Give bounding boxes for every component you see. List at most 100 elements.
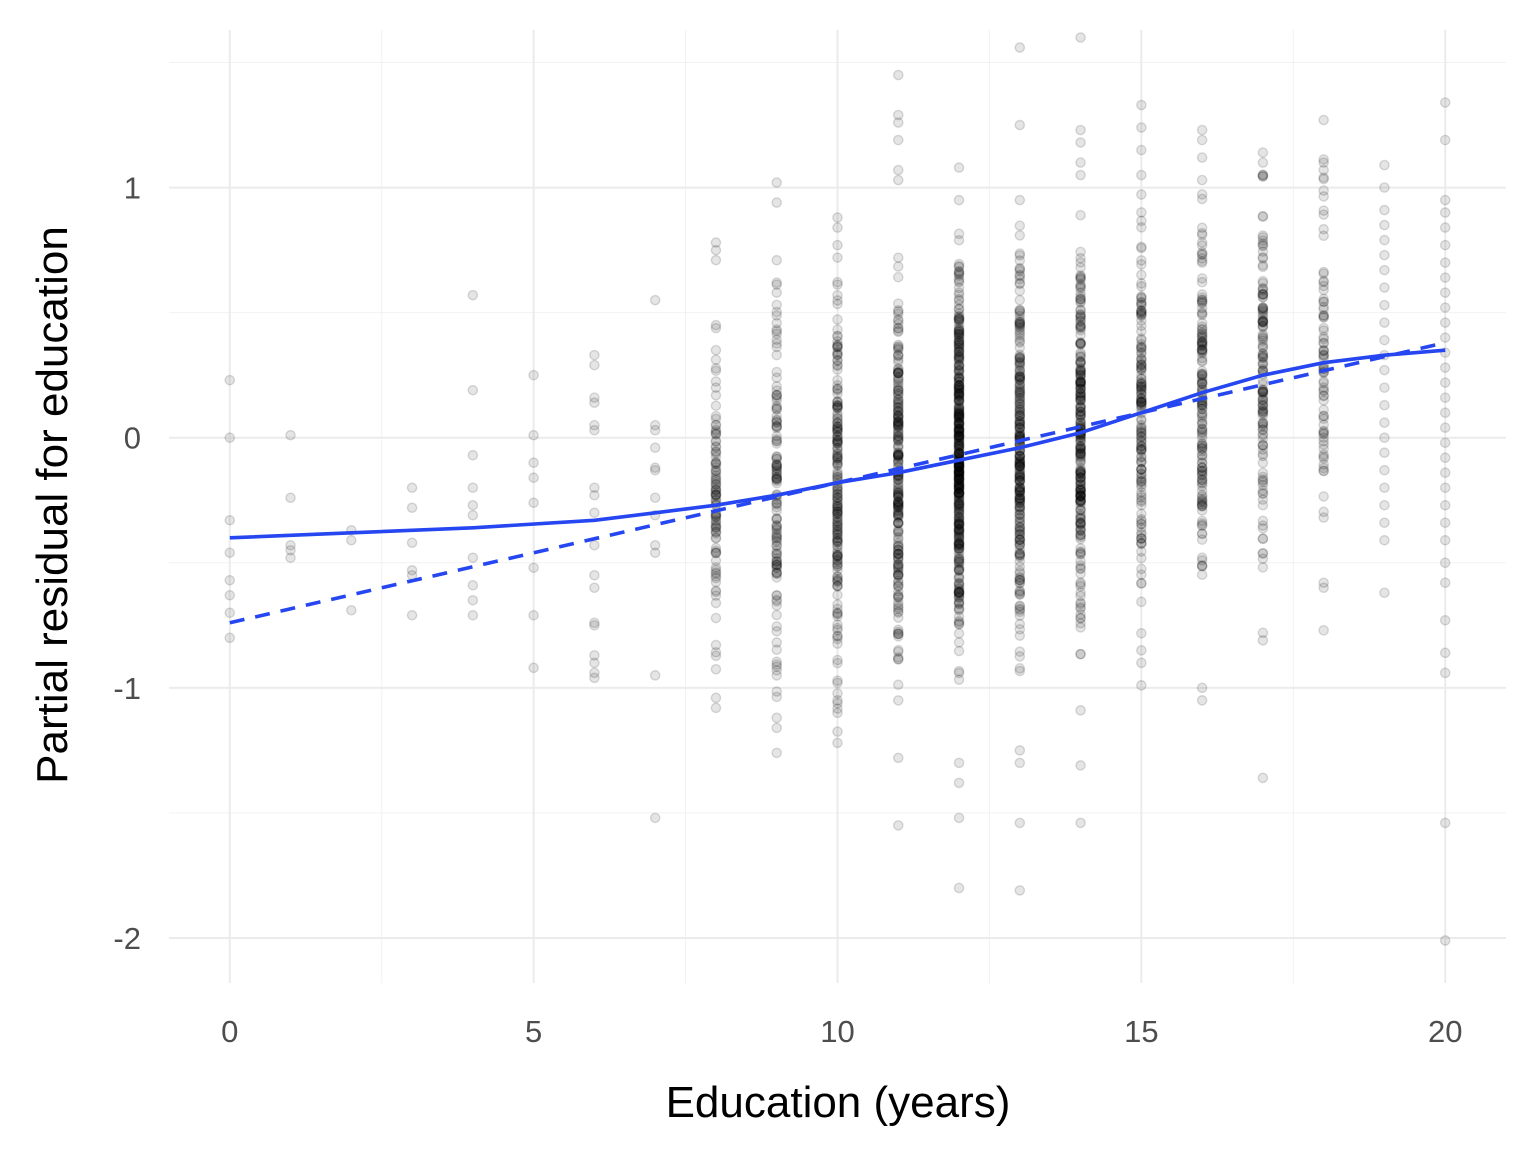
data-point xyxy=(771,661,783,673)
data-point xyxy=(1136,144,1147,156)
data-point xyxy=(832,331,843,342)
data-point xyxy=(710,254,722,266)
data-point xyxy=(892,323,904,334)
data-point xyxy=(771,552,783,564)
data-point xyxy=(892,562,904,574)
data-point xyxy=(285,552,296,564)
data-point xyxy=(771,540,783,552)
data-point xyxy=(832,534,843,546)
data-point xyxy=(771,466,783,477)
data-point xyxy=(589,482,600,494)
data-point xyxy=(771,512,783,524)
data-point xyxy=(892,322,904,334)
data-point xyxy=(771,549,783,561)
data-point xyxy=(892,164,904,176)
data-point xyxy=(1196,152,1208,163)
data-point xyxy=(1318,435,1329,447)
data-point xyxy=(1257,384,1269,396)
data-point xyxy=(892,612,904,623)
data-point xyxy=(892,442,904,454)
data-point xyxy=(892,478,904,489)
data-point xyxy=(771,438,783,449)
data-point xyxy=(771,420,783,432)
data-point xyxy=(892,487,904,499)
data-point xyxy=(710,526,722,538)
data-point xyxy=(771,559,783,571)
data-point xyxy=(589,672,600,684)
data-point xyxy=(710,585,722,596)
data-point xyxy=(832,348,843,360)
data-point xyxy=(892,261,904,272)
data-point xyxy=(771,463,783,474)
data-point xyxy=(1136,657,1147,669)
data-point xyxy=(771,686,783,697)
data-point xyxy=(771,287,783,298)
data-point xyxy=(892,271,904,283)
data-point xyxy=(1379,317,1390,328)
data-point xyxy=(1136,320,1147,331)
data-point xyxy=(771,317,783,329)
data-point xyxy=(710,489,722,501)
data-point xyxy=(1075,293,1086,304)
data-point xyxy=(892,483,904,494)
data-point xyxy=(710,322,722,334)
data-point xyxy=(710,545,722,557)
data-point xyxy=(1439,499,1451,511)
data-point xyxy=(1136,537,1147,549)
data-point xyxy=(892,554,904,566)
data-point xyxy=(1439,422,1451,434)
data-point xyxy=(832,520,843,531)
data-point xyxy=(1257,169,1269,181)
data-point xyxy=(771,560,783,571)
data-point xyxy=(224,589,236,601)
data-point xyxy=(1075,447,1086,459)
data-point xyxy=(832,459,843,471)
data-point xyxy=(892,339,904,351)
data-point xyxy=(892,679,904,691)
data-point xyxy=(892,423,904,435)
data-point xyxy=(892,416,904,428)
data-point xyxy=(892,430,904,442)
data-point xyxy=(832,535,843,547)
data-point xyxy=(832,451,843,462)
data-point xyxy=(832,402,843,413)
data-point xyxy=(1014,745,1026,756)
data-point xyxy=(649,442,661,454)
data-point xyxy=(892,479,904,490)
data-point xyxy=(771,529,783,541)
data-point xyxy=(832,426,843,437)
data-point xyxy=(710,547,722,559)
data-point xyxy=(832,501,843,512)
data-point xyxy=(528,429,539,441)
data-point xyxy=(892,402,904,414)
data-point xyxy=(771,459,783,471)
data-point xyxy=(832,528,843,539)
data-point xyxy=(1014,513,1026,524)
x-tick-label: 5 xyxy=(525,1014,542,1049)
data-point xyxy=(771,400,783,412)
data-point xyxy=(771,417,783,428)
data-point xyxy=(1379,587,1390,599)
data-point xyxy=(771,415,783,426)
data-point xyxy=(892,568,904,580)
data-point xyxy=(710,547,722,558)
data-point xyxy=(1075,124,1086,136)
data-point xyxy=(1257,520,1269,531)
data-point xyxy=(832,654,843,666)
data-point xyxy=(832,468,843,480)
data-point xyxy=(406,564,418,576)
data-point xyxy=(832,536,843,548)
data-point xyxy=(892,517,904,529)
data-point xyxy=(771,665,783,676)
data-point xyxy=(953,462,965,474)
data-point xyxy=(832,521,843,532)
data-point xyxy=(1014,220,1026,232)
data-point xyxy=(892,474,904,485)
data-point xyxy=(1075,468,1086,479)
data-point xyxy=(1196,470,1208,482)
data-point xyxy=(771,389,783,401)
data-point xyxy=(892,548,904,560)
data-point xyxy=(1439,222,1451,233)
data-point xyxy=(589,617,600,629)
data-point xyxy=(892,394,904,405)
